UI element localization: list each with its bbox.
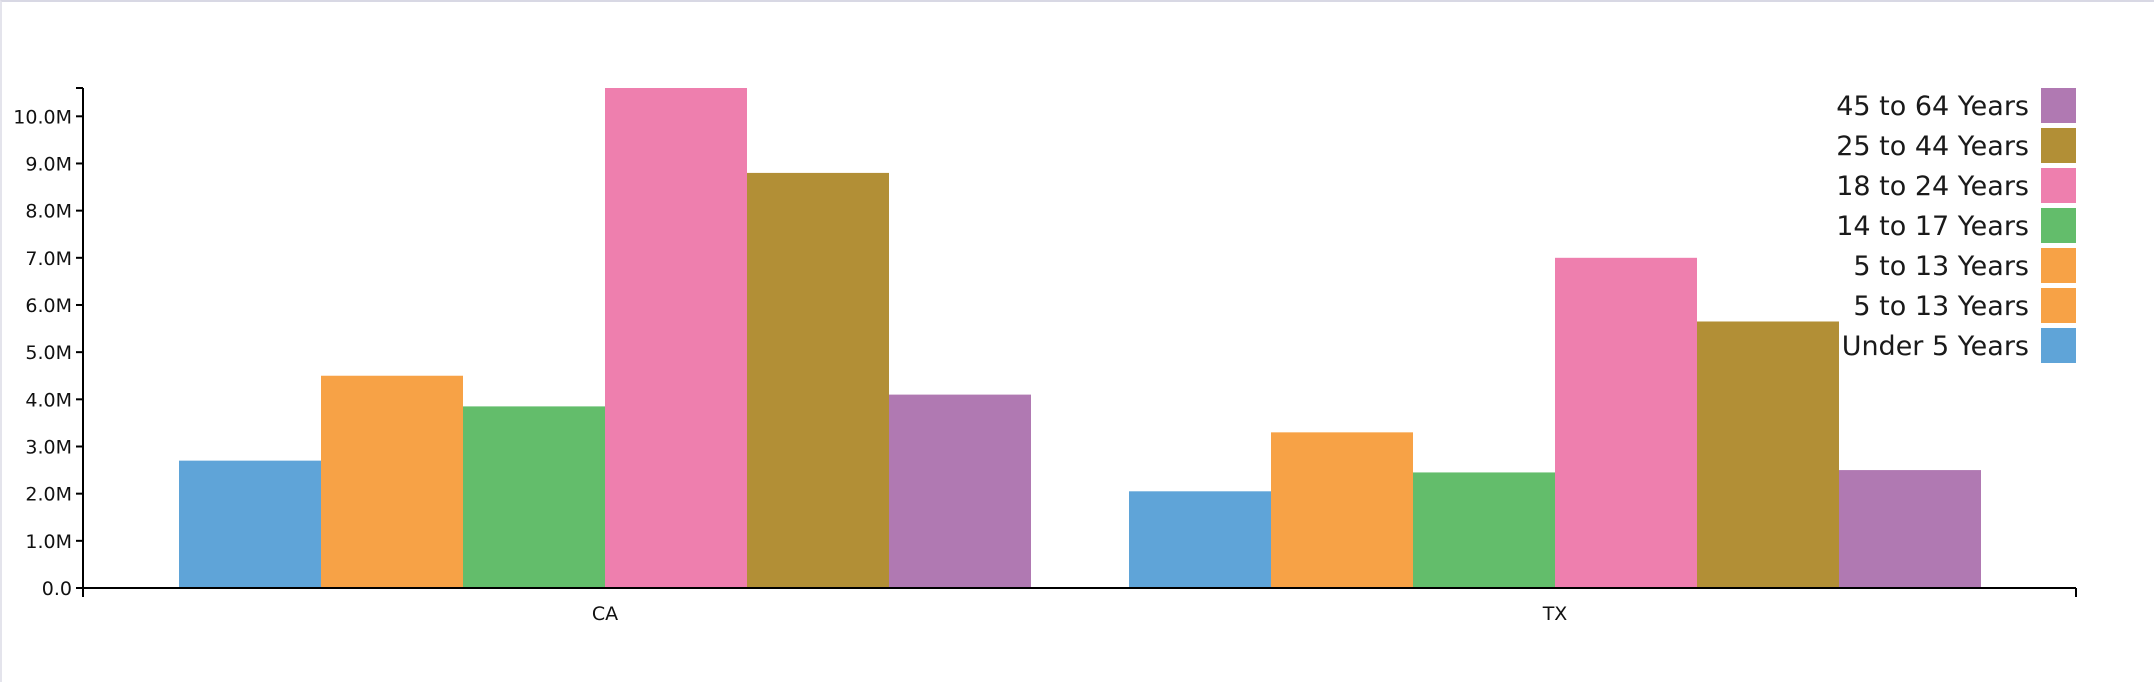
y-tick-label-7: 7.0M — [25, 248, 72, 270]
bar-ca-0 — [179, 460, 321, 588]
legend-label-6: Under 5 Years — [1842, 331, 2029, 362]
legend-label-4: 5 to 13 Years — [1853, 251, 2029, 282]
bar-tx-2 — [1413, 472, 1555, 588]
legend-swatch-1 — [2041, 128, 2076, 163]
y-tick-label-9: 9.0M — [25, 153, 72, 175]
bar-tx-4 — [1697, 321, 1839, 588]
y-tick-label-8: 8.0M — [25, 201, 72, 223]
legend-swatch-5 — [2041, 288, 2076, 323]
legend-swatch-0 — [2041, 88, 2076, 123]
bar-ca-1 — [321, 375, 463, 588]
y-tick-label-2: 2.0M — [25, 484, 72, 506]
legend-label-1: 25 to 44 Years — [1836, 131, 2029, 162]
y-tick-label-5: 5.0M — [25, 342, 72, 364]
y-tick-label-1: 1.0M — [25, 531, 72, 553]
legend-label-3: 14 to 17 Years — [1836, 211, 2029, 242]
bar-tx-0 — [1129, 491, 1271, 588]
x-tick-label-ca: CA — [592, 603, 618, 625]
y-tick-label-3: 3.0M — [25, 436, 72, 458]
y-tick-label-4: 4.0M — [25, 389, 72, 411]
bar-tx-5 — [1839, 470, 1981, 588]
bar-ca-3 — [605, 88, 747, 588]
legend-swatch-2 — [2041, 168, 2076, 203]
bar-tx-3 — [1555, 257, 1697, 588]
legend-label-2: 18 to 24 Years — [1836, 171, 2029, 202]
legend-swatch-6 — [2041, 328, 2076, 363]
bar-ca-5 — [889, 394, 1031, 588]
legend-label-0: 45 to 64 Years — [1836, 91, 2029, 122]
legend-swatch-4 — [2041, 248, 2076, 283]
y-tick-label-6: 6.0M — [25, 295, 72, 317]
bar-ca-2 — [463, 406, 605, 588]
legend-label-5: 5 to 13 Years — [1853, 291, 2029, 322]
y-tick-label-0: 0.0 — [42, 578, 72, 600]
y-tick-label-10: 10.0M — [13, 106, 72, 128]
legend-swatch-3 — [2041, 208, 2076, 243]
x-tick-label-tx: TX — [1542, 603, 1568, 625]
bar-ca-4 — [747, 172, 889, 589]
bar-tx-1 — [1271, 432, 1413, 588]
